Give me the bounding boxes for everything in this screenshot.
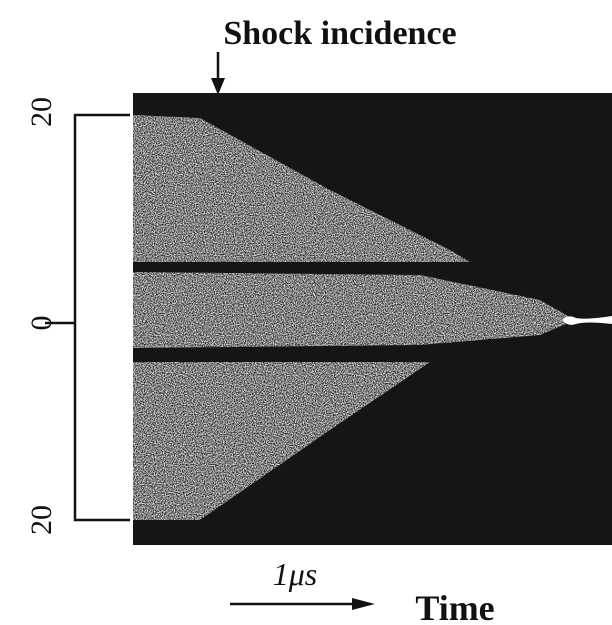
y-tick-label: 20: [25, 505, 58, 535]
title: Shock incidence: [223, 15, 456, 52]
x-label: Time: [415, 588, 494, 625]
scale-bar-label: 1μs: [273, 556, 318, 592]
dark-band: [133, 262, 513, 272]
emission-region: [133, 115, 575, 520]
y-tick-label: 0: [25, 316, 58, 331]
scale-bracket: [45, 113, 130, 522]
dark-band: [133, 348, 463, 362]
arrowhead: [352, 598, 375, 610]
emission-spot: [562, 316, 612, 325]
y-tick-label: 20: [25, 97, 58, 127]
arrowhead: [211, 78, 225, 95]
